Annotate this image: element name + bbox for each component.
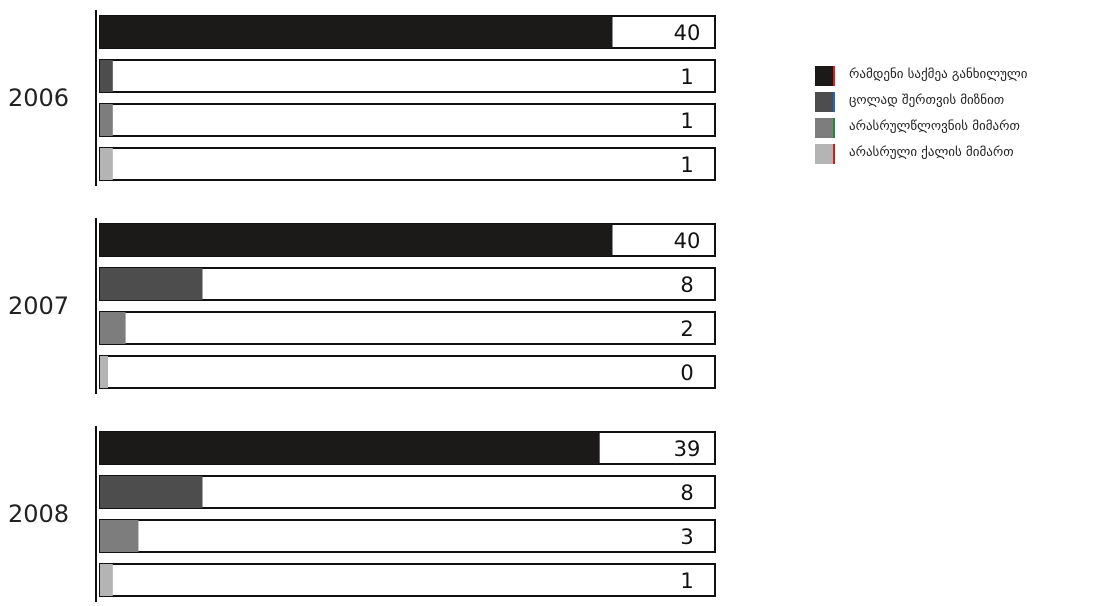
- legend-swatch: [815, 92, 835, 112]
- data-label: 0: [680, 361, 693, 385]
- bar: [100, 520, 139, 552]
- data-label: 1: [680, 153, 693, 177]
- legend-label: არასრული ქალის მიმართ: [849, 145, 1014, 160]
- data-label: 1: [680, 65, 693, 89]
- bar: [100, 104, 113, 136]
- bar: [100, 60, 113, 92]
- bar: [100, 356, 108, 388]
- data-label: 8: [680, 273, 693, 297]
- bar-track: [99, 59, 716, 93]
- bar: [100, 564, 113, 596]
- group-label: 2006: [8, 84, 69, 112]
- bar: [100, 268, 203, 300]
- bar-track: [99, 311, 716, 345]
- data-label: 8: [680, 481, 693, 505]
- data-label: 1: [680, 109, 693, 133]
- legend-label: ცოლად შერთვის მიზნით: [849, 93, 1005, 108]
- bar-track: [99, 355, 716, 389]
- bar-track: [99, 147, 716, 181]
- group-label: 2008: [8, 500, 69, 528]
- bar-track: [99, 563, 716, 597]
- bar-track: [99, 519, 716, 553]
- legend-swatch: [815, 66, 835, 86]
- bar-track: [99, 103, 716, 137]
- data-label: 40: [674, 229, 701, 253]
- data-label: 3: [680, 525, 693, 549]
- legend-swatch: [815, 144, 835, 164]
- group-label: 2007: [8, 292, 69, 320]
- legend-label: რამდენი საქმეა განხილული: [849, 67, 1028, 82]
- data-label: 39: [674, 437, 701, 461]
- bar: [100, 16, 613, 48]
- bar: [100, 432, 600, 464]
- data-label: 2: [680, 317, 693, 341]
- bar: [100, 312, 126, 344]
- data-label: 40: [674, 21, 701, 45]
- bar: [100, 148, 113, 180]
- legend-swatch: [815, 118, 835, 138]
- bar: [100, 476, 203, 508]
- legend-label: არასრულწლოვნის მიმართ: [849, 119, 1020, 134]
- data-label: 1: [680, 569, 693, 593]
- bar: [100, 224, 613, 256]
